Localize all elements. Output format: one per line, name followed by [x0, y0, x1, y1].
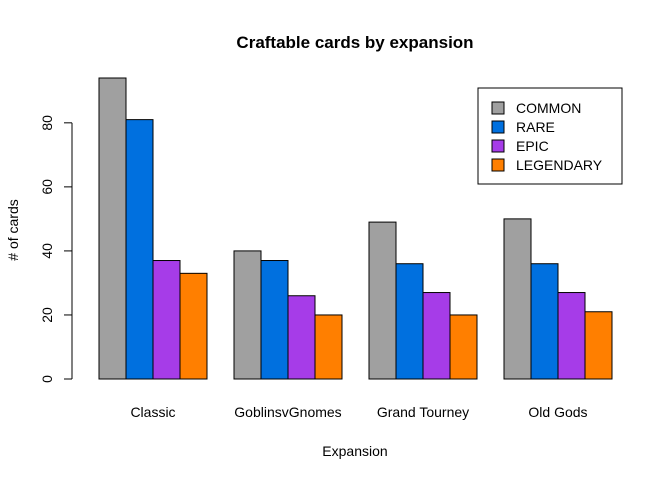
bar-rare-3 [530, 263, 559, 380]
x-axis-categories: Classic GoblinsvGnomes Grand Tourney Old Go… [130, 404, 587, 420]
bar-rare-1 [260, 260, 289, 380]
legend-swatch-rare [491, 120, 505, 134]
y-tick-label: 80 [39, 115, 55, 131]
y-tick-label: 20 [39, 307, 55, 323]
legend-label-common: COMMON [516, 100, 581, 116]
bar-epic-0 [152, 260, 181, 380]
bar-epic-1 [287, 295, 316, 380]
bar-common-2 [368, 221, 397, 380]
bar-common-3 [503, 218, 532, 380]
y-tick-label: 60 [39, 179, 55, 195]
x-tick-label: Old Gods [528, 404, 587, 420]
y-tick-label: 40 [39, 243, 55, 259]
bar-epic-3 [557, 292, 586, 380]
legend: COMMON RARE EPIC LEGENDARY [477, 87, 623, 185]
bar-rare-2 [395, 263, 424, 380]
x-tick-label: GoblinsvGnomes [234, 404, 341, 420]
y-tick-label: 0 [39, 375, 55, 383]
bar-common-0 [98, 77, 127, 380]
x-axis-label: Expansion [322, 443, 387, 459]
bar-epic-2 [422, 292, 451, 380]
bars-group [98, 77, 613, 380]
legend-label-rare: RARE [516, 119, 555, 135]
bar-rare-0 [125, 119, 154, 380]
chart-title: Craftable cards by expansion [236, 33, 473, 52]
legend-swatch-epic [491, 139, 505, 153]
x-tick-label: Grand Tourney [377, 404, 469, 420]
bar-legendary-2 [449, 314, 478, 380]
legend-swatch-legendary [491, 158, 505, 172]
bar-legendary-3 [584, 311, 613, 380]
bar-common-1 [233, 250, 262, 380]
y-axis-label: # of cards [5, 199, 21, 260]
legend-label-legendary: LEGENDARY [516, 157, 603, 173]
legend-label-epic: EPIC [516, 138, 549, 154]
bar-legendary-0 [179, 272, 208, 380]
legend-swatch-common [491, 101, 505, 115]
x-tick-label: Classic [130, 404, 175, 420]
bar-legendary-1 [314, 314, 343, 380]
y-axis: 0 20 40 60 80 [39, 115, 73, 383]
